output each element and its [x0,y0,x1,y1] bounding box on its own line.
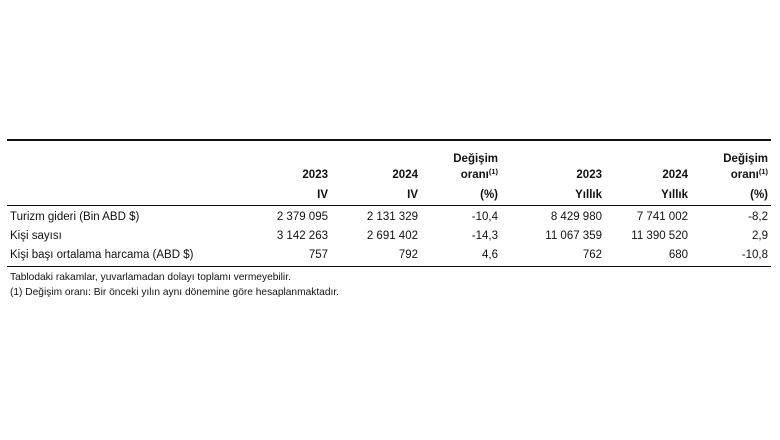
table-cell: 7 741 002 [636,211,688,223]
change-sub-text: oranı [460,169,489,181]
change-sub-text: oranı [730,169,759,181]
rounding-note: Tablodaki rakamlar, yuvarlamadan dolayı … [10,272,291,283]
table-cell: 2 691 402 [366,230,418,242]
header-unit: (%) [691,182,771,206]
header-label-cell [7,139,249,165]
table-cell: -14,3 [471,230,498,242]
header-change-sub: oranı(1) [691,165,771,182]
table-cell: 2,9 [752,230,768,242]
header-period: IV [249,182,331,206]
header-year: 2023 [576,169,602,181]
header-row-2: 2023 2024 oranı(1) 2023 2024 oranı(1) [7,165,771,182]
header-change-title: Değişim [691,139,771,165]
table-row: Turizm gideri (Bin ABD $) 2 379 095 2 13… [7,206,771,228]
header-cell [501,139,605,165]
table-row: Kişi sayısı 3 142 263 2 691 402 -14,3 11… [7,227,771,246]
table-cell: -10,8 [691,246,771,267]
table-cell: 2 379 095 [276,211,328,223]
header-cell [249,139,331,165]
table-cell: 762 [501,246,605,267]
header-period: IV [331,182,421,206]
header-unit: (%) [421,182,501,206]
header-year: 2023 [302,169,328,181]
table-body: Turizm gideri (Bin ABD $) 2 379 095 2 13… [7,206,771,267]
header-cell [605,139,691,165]
change-rate-footnote: (1) Değişim oranı: Bir önceki yılın aynı… [10,287,339,298]
footnote-ref: (1) [488,167,498,176]
tourism-expenditure-table: Değişim Değişim 2023 2024 oranı(1) 2023 … [7,139,771,267]
table-cell: -8,2 [748,211,768,223]
table-row: Kişi başı ortalama harcama (ABD $) 757 7… [7,246,771,267]
table-cell: 3 142 263 [276,230,328,242]
tourism-expenditure-table-container: Değişim Değişim 2023 2024 oranı(1) 2023 … [7,139,771,300]
table-cell: 11 390 520 [631,230,688,242]
header-change-sub: oranı(1) [421,165,501,182]
table-cell: 680 [605,246,691,267]
header-year: 2024 [392,169,418,181]
header-year: 2024 [662,169,688,181]
header-label-cell [7,165,249,182]
header-row-1: Değişim Değişim [7,139,771,165]
table-cell: 2 131 329 [366,211,418,223]
header-period: Yıllık [501,182,605,206]
header-label-cell [7,182,249,206]
table-cell: 8 429 980 [550,211,602,223]
table-header: Değişim Değişim 2023 2024 oranı(1) 2023 … [7,139,771,206]
row-label: Kişi sayısı [10,230,62,242]
table-cell: 11 067 359 [545,230,602,242]
row-label: Turizm gideri (Bin ABD $) [10,211,140,223]
header-change-title: Değişim [421,139,501,165]
row-label: Kişi başı ortalama harcama (ABD $) [7,246,249,267]
footnote-ref: (1) [758,167,768,176]
table-cell: -10,4 [471,211,498,223]
header-period: Yıllık [605,182,691,206]
table-cell: 757 [249,246,331,267]
table-cell: 4,6 [421,246,501,267]
header-row-3: IV IV (%) Yıllık Yıllık (%) [7,182,771,206]
header-cell [331,139,421,165]
table-cell: 792 [331,246,421,267]
table-notes: Tablodaki rakamlar, yuvarlamadan dolayı … [7,270,771,300]
